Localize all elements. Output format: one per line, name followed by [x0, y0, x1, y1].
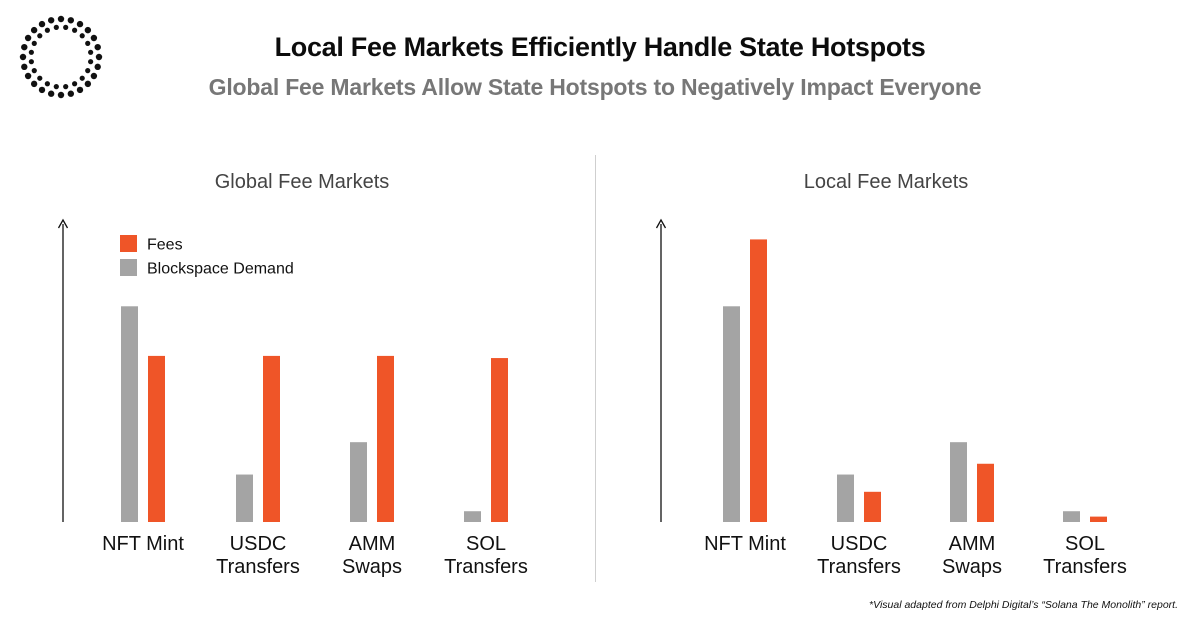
logo-dot: [57, 15, 65, 23]
logo-dot: [24, 34, 32, 42]
global-fee-markets-chart: NFT Mint USDCTransfersAMMSwapsSOLTransfer…: [57, 218, 528, 578]
bar-fees: [750, 239, 767, 522]
logo-dot: [67, 17, 75, 24]
bar-blockspace-demand: [464, 511, 481, 522]
category-label: AMM: [949, 533, 996, 555]
page-title: Local Fee Markets Efficiently Handle Sta…: [274, 32, 926, 62]
logo-dot: [21, 43, 28, 51]
logo-dot: [76, 20, 84, 28]
category-label: SOL: [1065, 533, 1105, 555]
bar-blockspace-demand: [723, 306, 740, 522]
category-label: USDC: [230, 533, 287, 555]
logo-dot: [79, 33, 85, 39]
logo-dot: [30, 80, 38, 88]
logo-dot: [72, 81, 78, 87]
logo-dot: [79, 75, 85, 81]
bar-blockspace-demand: [236, 474, 253, 522]
logo-dot: [28, 59, 34, 65]
bar-blockspace-demand: [350, 442, 367, 522]
bar-blockspace-demand: [121, 306, 138, 522]
bar-fees: [491, 358, 508, 522]
logo-dot: [38, 20, 46, 28]
logo-dot: [37, 33, 43, 39]
legend-swatch: [120, 259, 137, 276]
bar-fees: [977, 463, 994, 522]
logo-dot: [30, 26, 38, 34]
logo-icon: [19, 15, 103, 99]
logo-dot: [63, 84, 69, 90]
logo-dot: [94, 63, 101, 71]
category-label: Swaps: [942, 556, 1002, 578]
page-subtitle: Global Fee Markets Allow State Hotspots …: [208, 74, 982, 100]
logo-dot: [63, 24, 69, 30]
bar-blockspace-demand: [1063, 511, 1080, 522]
legend-label: Blockspace Demand: [147, 261, 294, 278]
legend-swatch: [120, 235, 137, 252]
logo-dot: [47, 17, 55, 24]
local-fee-markets-chart: NFT Mint USDCTransfersAMMSwapsSOLTransfer…: [655, 218, 1127, 578]
logo-dot: [85, 40, 91, 46]
logo-dot: [88, 49, 94, 55]
category-label: Swaps: [342, 556, 402, 578]
y-axis-arrow: [57, 218, 69, 229]
logo-dot: [38, 86, 46, 94]
category-label: USDC: [831, 533, 888, 555]
logo-dot: [88, 59, 94, 65]
category-label: SOL: [466, 533, 506, 555]
logo-dot: [84, 26, 92, 34]
logo-dot: [67, 90, 75, 97]
logo-dot: [53, 84, 59, 90]
logo-dot: [24, 72, 32, 80]
global-panel-title: Global Fee Markets: [214, 171, 390, 193]
bar-fees: [263, 355, 280, 522]
logo-dot: [94, 43, 101, 51]
bar-fees: [864, 491, 881, 522]
category-label: NFT Mint: [704, 533, 786, 555]
footnote: *Visual adapted from Delphi Digital’s “S…: [869, 599, 1178, 611]
bar-fees: [1090, 516, 1107, 522]
logo-dot: [44, 27, 50, 33]
logo-dot: [28, 49, 34, 55]
logo-dot: [90, 72, 98, 80]
logo-dot: [31, 40, 37, 46]
logo-dot: [21, 63, 28, 71]
category-label: Transfers: [216, 556, 300, 578]
bar-blockspace-demand: [837, 474, 854, 522]
logo-dot: [47, 90, 55, 97]
logo-dot: [53, 24, 59, 30]
logo-dot: [72, 27, 78, 33]
logo-dot: [31, 68, 37, 74]
logo-dot: [44, 81, 50, 87]
category-label: NFT Mint: [102, 533, 184, 555]
legend-label: Fees: [147, 237, 183, 254]
logo-dot: [76, 86, 84, 94]
panel-divider: [595, 155, 596, 582]
bar-fees: [377, 355, 394, 522]
logo-dot: [85, 68, 91, 74]
logo-dot: [95, 53, 103, 61]
logo-dot: [19, 53, 27, 61]
category-label: Transfers: [817, 556, 901, 578]
y-axis-arrow: [655, 218, 667, 229]
logo-dot: [57, 91, 65, 99]
bar-blockspace-demand: [950, 442, 967, 522]
local-panel-title: Local Fee Markets: [803, 171, 969, 193]
category-label: Transfers: [1043, 556, 1127, 578]
logo-dot: [90, 34, 98, 42]
logo-dot: [37, 75, 43, 81]
logo-dot: [84, 80, 92, 88]
category-label: Transfers: [444, 556, 528, 578]
category-label: AMM: [349, 533, 396, 555]
bar-fees: [148, 355, 165, 522]
